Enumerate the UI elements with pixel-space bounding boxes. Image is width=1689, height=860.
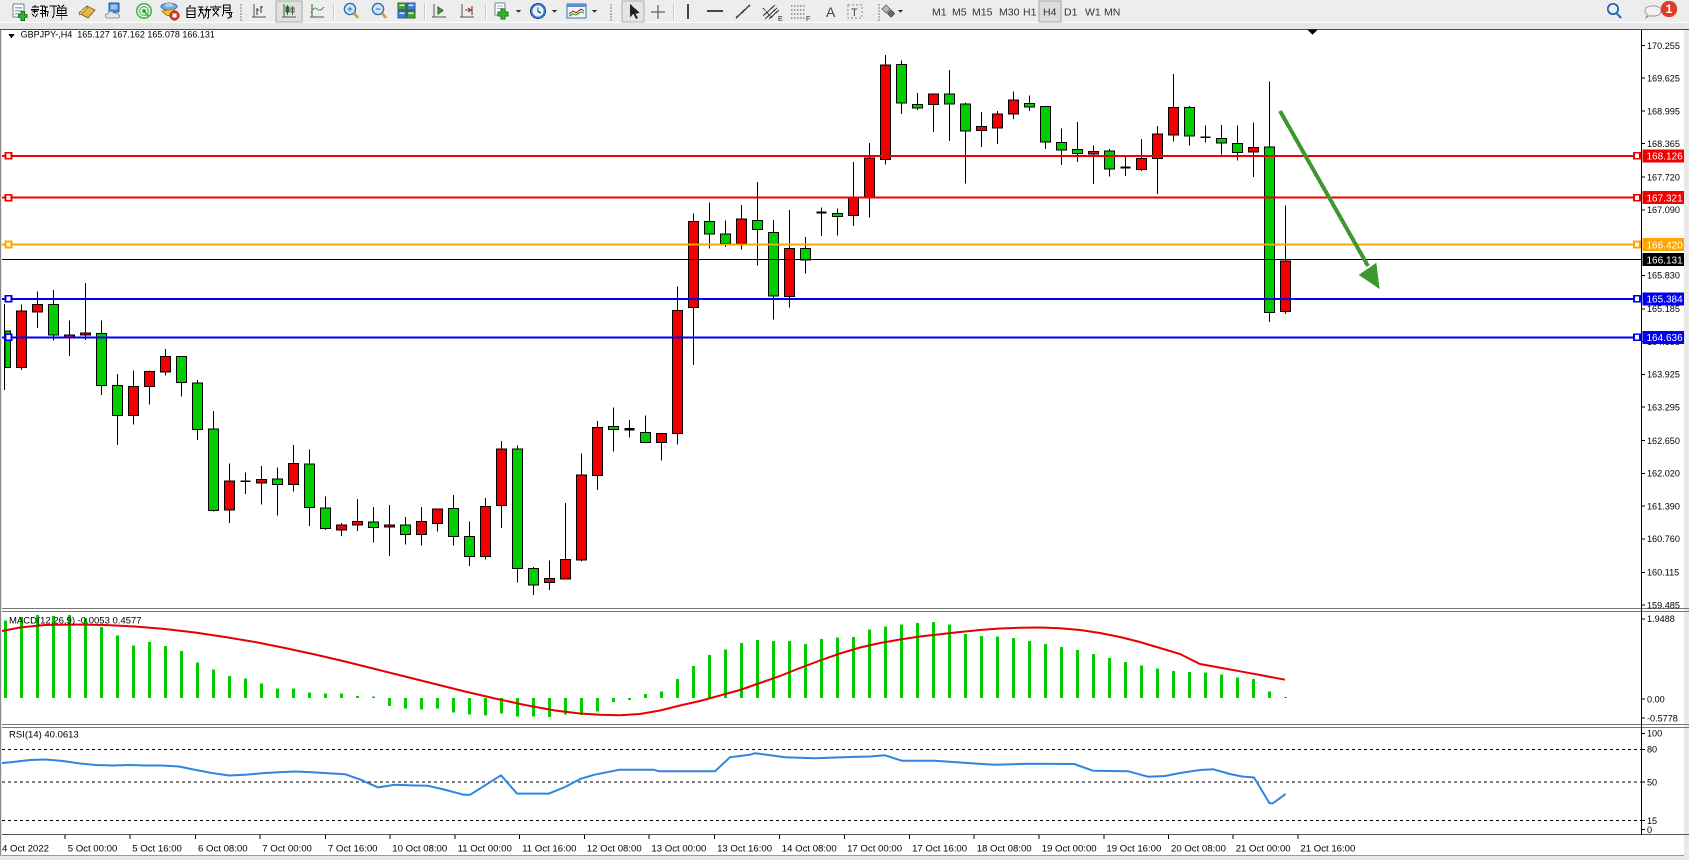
svg-text:13 Oct 00:00: 13 Oct 00:00 xyxy=(651,844,706,855)
svg-text:11 Oct 00:00: 11 Oct 00:00 xyxy=(458,844,512,855)
svg-text:165.384: 165.384 xyxy=(1647,295,1684,306)
svg-text:5 Oct 00:00: 5 Oct 00:00 xyxy=(68,844,118,855)
svg-text:6 Oct 08:00: 6 Oct 08:00 xyxy=(198,844,248,855)
svg-text:10 Oct 08:00: 10 Oct 08:00 xyxy=(392,844,447,855)
svg-text:H4: H4 xyxy=(1043,7,1057,19)
svg-text:M1: M1 xyxy=(932,7,947,19)
svg-text:159.485: 159.485 xyxy=(1647,600,1680,610)
svg-text:166.131: 166.131 xyxy=(1647,256,1684,267)
svg-text:165.185: 165.185 xyxy=(1647,304,1680,314)
svg-text:−: − xyxy=(375,4,380,14)
svg-text:17 Oct 00:00: 17 Oct 00:00 xyxy=(847,844,902,855)
svg-text:80: 80 xyxy=(1647,745,1657,755)
svg-text:167.321: 167.321 xyxy=(1647,194,1684,205)
svg-text:12 Oct 08:00: 12 Oct 08:00 xyxy=(587,844,642,855)
svg-text:1.9488: 1.9488 xyxy=(1647,614,1675,624)
svg-text:165.830: 165.830 xyxy=(1647,271,1680,281)
svg-text:0: 0 xyxy=(1647,825,1652,835)
svg-text:168.995: 168.995 xyxy=(1647,106,1680,116)
svg-text:D1: D1 xyxy=(1064,7,1078,19)
svg-text:14 Oct 08:00: 14 Oct 08:00 xyxy=(782,844,837,855)
svg-text:21 Oct 00:00: 21 Oct 00:00 xyxy=(1236,844,1291,855)
svg-text:5 Oct 16:00: 5 Oct 16:00 xyxy=(132,844,182,855)
svg-text:169.625: 169.625 xyxy=(1647,74,1680,84)
svg-text:A: A xyxy=(826,4,836,20)
svg-text:11 Oct 16:00: 11 Oct 16:00 xyxy=(522,844,576,855)
svg-text:-0.5778: -0.5778 xyxy=(1647,713,1678,723)
svg-text:161.390: 161.390 xyxy=(1647,501,1680,511)
svg-text:50: 50 xyxy=(1647,777,1657,787)
svg-text:163.295: 163.295 xyxy=(1647,402,1680,412)
svg-text:M5: M5 xyxy=(952,7,967,19)
svg-text:0.00: 0.00 xyxy=(1647,694,1665,704)
svg-text:RSI(14) 40.0613: RSI(14) 40.0613 xyxy=(9,730,79,741)
svg-text:7 Oct 16:00: 7 Oct 16:00 xyxy=(328,844,378,855)
svg-text:17 Oct 16:00: 17 Oct 16:00 xyxy=(912,844,967,855)
svg-text:MN: MN xyxy=(1104,7,1120,19)
svg-text:+: + xyxy=(347,4,352,14)
svg-text:18 Oct 08:00: 18 Oct 08:00 xyxy=(977,844,1032,855)
svg-text:100: 100 xyxy=(1647,729,1662,739)
svg-text:162.650: 162.650 xyxy=(1647,436,1680,446)
svg-text:W1: W1 xyxy=(1085,7,1101,19)
svg-text:4 Oct 2022: 4 Oct 2022 xyxy=(2,844,49,855)
svg-text:19 Oct 00:00: 19 Oct 00:00 xyxy=(1042,844,1097,855)
svg-text:163.925: 163.925 xyxy=(1647,370,1680,380)
svg-text:M30: M30 xyxy=(999,7,1020,19)
svg-text:19 Oct 16:00: 19 Oct 16:00 xyxy=(1106,844,1161,855)
svg-text:160.760: 160.760 xyxy=(1647,534,1680,544)
svg-text:168.365: 168.365 xyxy=(1647,139,1680,149)
svg-text:F: F xyxy=(806,16,810,23)
svg-text:164.636: 164.636 xyxy=(1647,333,1684,344)
svg-text:21 Oct 16:00: 21 Oct 16:00 xyxy=(1300,844,1355,855)
svg-text:167.720: 167.720 xyxy=(1647,172,1680,182)
svg-text:170.255: 170.255 xyxy=(1647,41,1680,51)
svg-text:M15: M15 xyxy=(972,7,993,19)
svg-text:E: E xyxy=(778,16,783,23)
svg-text:15: 15 xyxy=(1647,816,1657,826)
svg-text:162.020: 162.020 xyxy=(1647,469,1680,479)
svg-text:7 Oct 00:00: 7 Oct 00:00 xyxy=(262,844,312,855)
svg-text:160.115: 160.115 xyxy=(1647,568,1679,578)
svg-text:1: 1 xyxy=(1666,2,1673,16)
svg-text:T: T xyxy=(851,7,858,19)
svg-text:GBPJPY-,H4 165.127 167.162 16: GBPJPY-,H4 165.127 167.162 165.078 166.1… xyxy=(21,29,215,39)
svg-text:H1: H1 xyxy=(1023,7,1037,19)
svg-text:166.420: 166.420 xyxy=(1647,240,1684,251)
svg-text:168.126: 168.126 xyxy=(1647,152,1684,163)
svg-text:13 Oct 16:00: 13 Oct 16:00 xyxy=(717,844,772,855)
svg-text:167.090: 167.090 xyxy=(1647,205,1680,215)
svg-text:MACD(12,26,9) -0.0053 0.4577: MACD(12,26,9) -0.0053 0.4577 xyxy=(9,616,142,627)
svg-text:20 Oct 08:00: 20 Oct 08:00 xyxy=(1171,844,1226,855)
